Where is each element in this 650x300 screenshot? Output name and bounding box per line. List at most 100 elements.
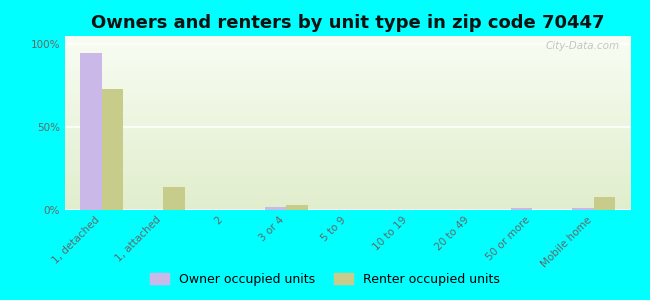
Bar xyxy=(65,85,630,86)
Title: Owners and renters by unit type in zip code 70447: Owners and renters by unit type in zip c… xyxy=(91,14,604,32)
Bar xyxy=(65,75,630,76)
Bar xyxy=(65,73,630,74)
Bar xyxy=(65,60,630,61)
Bar xyxy=(65,152,630,153)
Bar xyxy=(65,36,630,37)
Bar xyxy=(65,83,630,84)
Bar xyxy=(65,181,630,182)
Bar xyxy=(65,61,630,62)
Bar xyxy=(65,104,630,105)
Bar xyxy=(65,109,630,110)
Bar xyxy=(65,169,630,170)
Bar xyxy=(65,54,630,55)
Bar xyxy=(65,112,630,113)
Bar xyxy=(65,196,630,197)
Bar xyxy=(65,49,630,50)
Bar xyxy=(65,67,630,68)
Bar xyxy=(65,118,630,119)
Bar xyxy=(65,87,630,88)
Bar xyxy=(65,142,630,143)
Bar xyxy=(65,158,630,159)
Bar xyxy=(65,167,630,168)
Bar xyxy=(65,46,630,47)
Bar xyxy=(65,129,630,130)
Bar xyxy=(65,174,630,175)
Bar xyxy=(65,146,630,147)
Bar xyxy=(65,173,630,174)
Bar xyxy=(65,160,630,161)
Bar xyxy=(65,204,630,205)
Bar xyxy=(65,192,630,193)
Bar xyxy=(65,185,630,186)
Bar xyxy=(65,172,630,173)
Bar xyxy=(65,143,630,144)
Bar xyxy=(65,97,630,98)
Bar xyxy=(65,108,630,109)
Bar xyxy=(65,137,630,138)
Bar xyxy=(102,89,124,210)
Bar xyxy=(65,102,630,103)
Bar xyxy=(65,132,630,133)
Bar xyxy=(65,125,630,126)
Bar xyxy=(65,164,630,165)
Bar xyxy=(65,118,630,119)
Bar xyxy=(65,128,630,129)
Bar xyxy=(65,66,630,67)
Bar xyxy=(65,120,630,121)
Bar xyxy=(65,162,630,163)
Bar xyxy=(65,58,630,59)
Bar xyxy=(65,193,630,194)
Bar xyxy=(65,121,630,122)
Bar xyxy=(65,151,630,152)
Bar xyxy=(65,136,630,137)
Bar xyxy=(65,156,630,157)
Bar xyxy=(65,55,630,56)
Bar xyxy=(65,90,630,91)
Bar xyxy=(65,190,630,191)
Bar xyxy=(65,100,630,101)
Bar xyxy=(65,114,630,115)
Bar xyxy=(65,98,630,99)
Bar xyxy=(65,127,630,128)
Bar xyxy=(65,201,630,202)
Bar xyxy=(593,197,615,210)
Text: City-Data.com: City-Data.com xyxy=(545,41,619,51)
Bar xyxy=(65,147,630,148)
Bar xyxy=(65,133,630,134)
Bar xyxy=(65,95,630,96)
Bar xyxy=(65,122,630,123)
Bar xyxy=(65,88,630,89)
Bar xyxy=(65,92,630,93)
Bar xyxy=(65,103,630,104)
Bar xyxy=(65,123,630,124)
Bar xyxy=(65,70,630,71)
Bar xyxy=(65,94,630,95)
Bar xyxy=(65,86,630,87)
Bar xyxy=(65,149,630,150)
Bar xyxy=(65,171,630,172)
Bar xyxy=(65,134,630,135)
Bar xyxy=(65,45,630,46)
Bar xyxy=(286,205,308,210)
Bar xyxy=(65,160,630,161)
Bar xyxy=(65,68,630,69)
Bar xyxy=(163,187,185,210)
Bar xyxy=(265,207,286,210)
Bar xyxy=(65,51,630,52)
Bar xyxy=(81,52,102,210)
Bar xyxy=(65,52,630,53)
Bar xyxy=(65,187,630,188)
Bar xyxy=(65,107,630,108)
Bar xyxy=(65,72,630,73)
Bar xyxy=(65,89,630,90)
Bar xyxy=(65,84,630,85)
Bar xyxy=(65,113,630,114)
Bar xyxy=(65,106,630,107)
Bar xyxy=(65,207,630,208)
Bar xyxy=(65,159,630,160)
Bar xyxy=(65,150,630,151)
Bar xyxy=(65,111,630,112)
Bar xyxy=(65,77,630,78)
Bar xyxy=(65,43,630,44)
Bar xyxy=(65,131,630,132)
